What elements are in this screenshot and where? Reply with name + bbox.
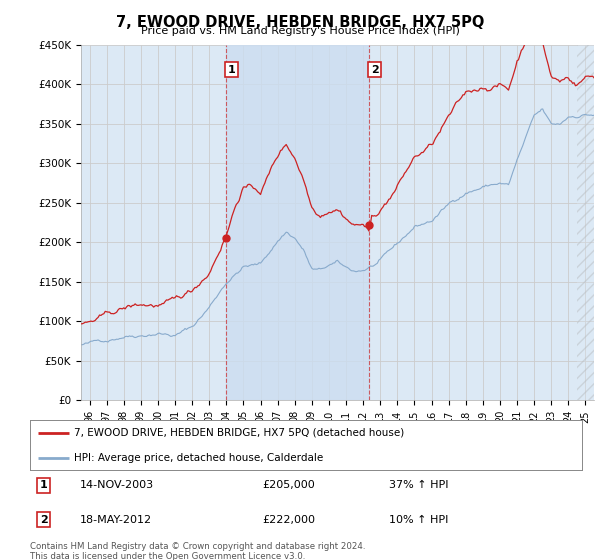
Text: 7, EWOOD DRIVE, HEBDEN BRIDGE, HX7 5PQ: 7, EWOOD DRIVE, HEBDEN BRIDGE, HX7 5PQ [116,15,484,30]
Text: 7, EWOOD DRIVE, HEBDEN BRIDGE, HX7 5PQ (detached house): 7, EWOOD DRIVE, HEBDEN BRIDGE, HX7 5PQ (… [74,428,404,437]
Text: 37% ↑ HPI: 37% ↑ HPI [389,480,448,491]
Text: 10% ↑ HPI: 10% ↑ HPI [389,515,448,525]
Text: Contains HM Land Registry data © Crown copyright and database right 2024.
This d: Contains HM Land Registry data © Crown c… [30,542,365,560]
Text: 1: 1 [40,480,47,491]
Text: Price paid vs. HM Land Registry's House Price Index (HPI): Price paid vs. HM Land Registry's House … [140,26,460,36]
Text: 1: 1 [227,65,235,74]
Bar [577,45,594,400]
Text: £222,000: £222,000 [262,515,315,525]
Text: 14-NOV-2003: 14-NOV-2003 [80,480,154,491]
Bar [577,45,594,400]
Bar [226,45,370,400]
Text: HPI: Average price, detached house, Calderdale: HPI: Average price, detached house, Cald… [74,453,323,463]
Text: 2: 2 [371,65,379,74]
Text: £205,000: £205,000 [262,480,314,491]
Text: 18-MAY-2012: 18-MAY-2012 [80,515,152,525]
Text: 2: 2 [40,515,47,525]
